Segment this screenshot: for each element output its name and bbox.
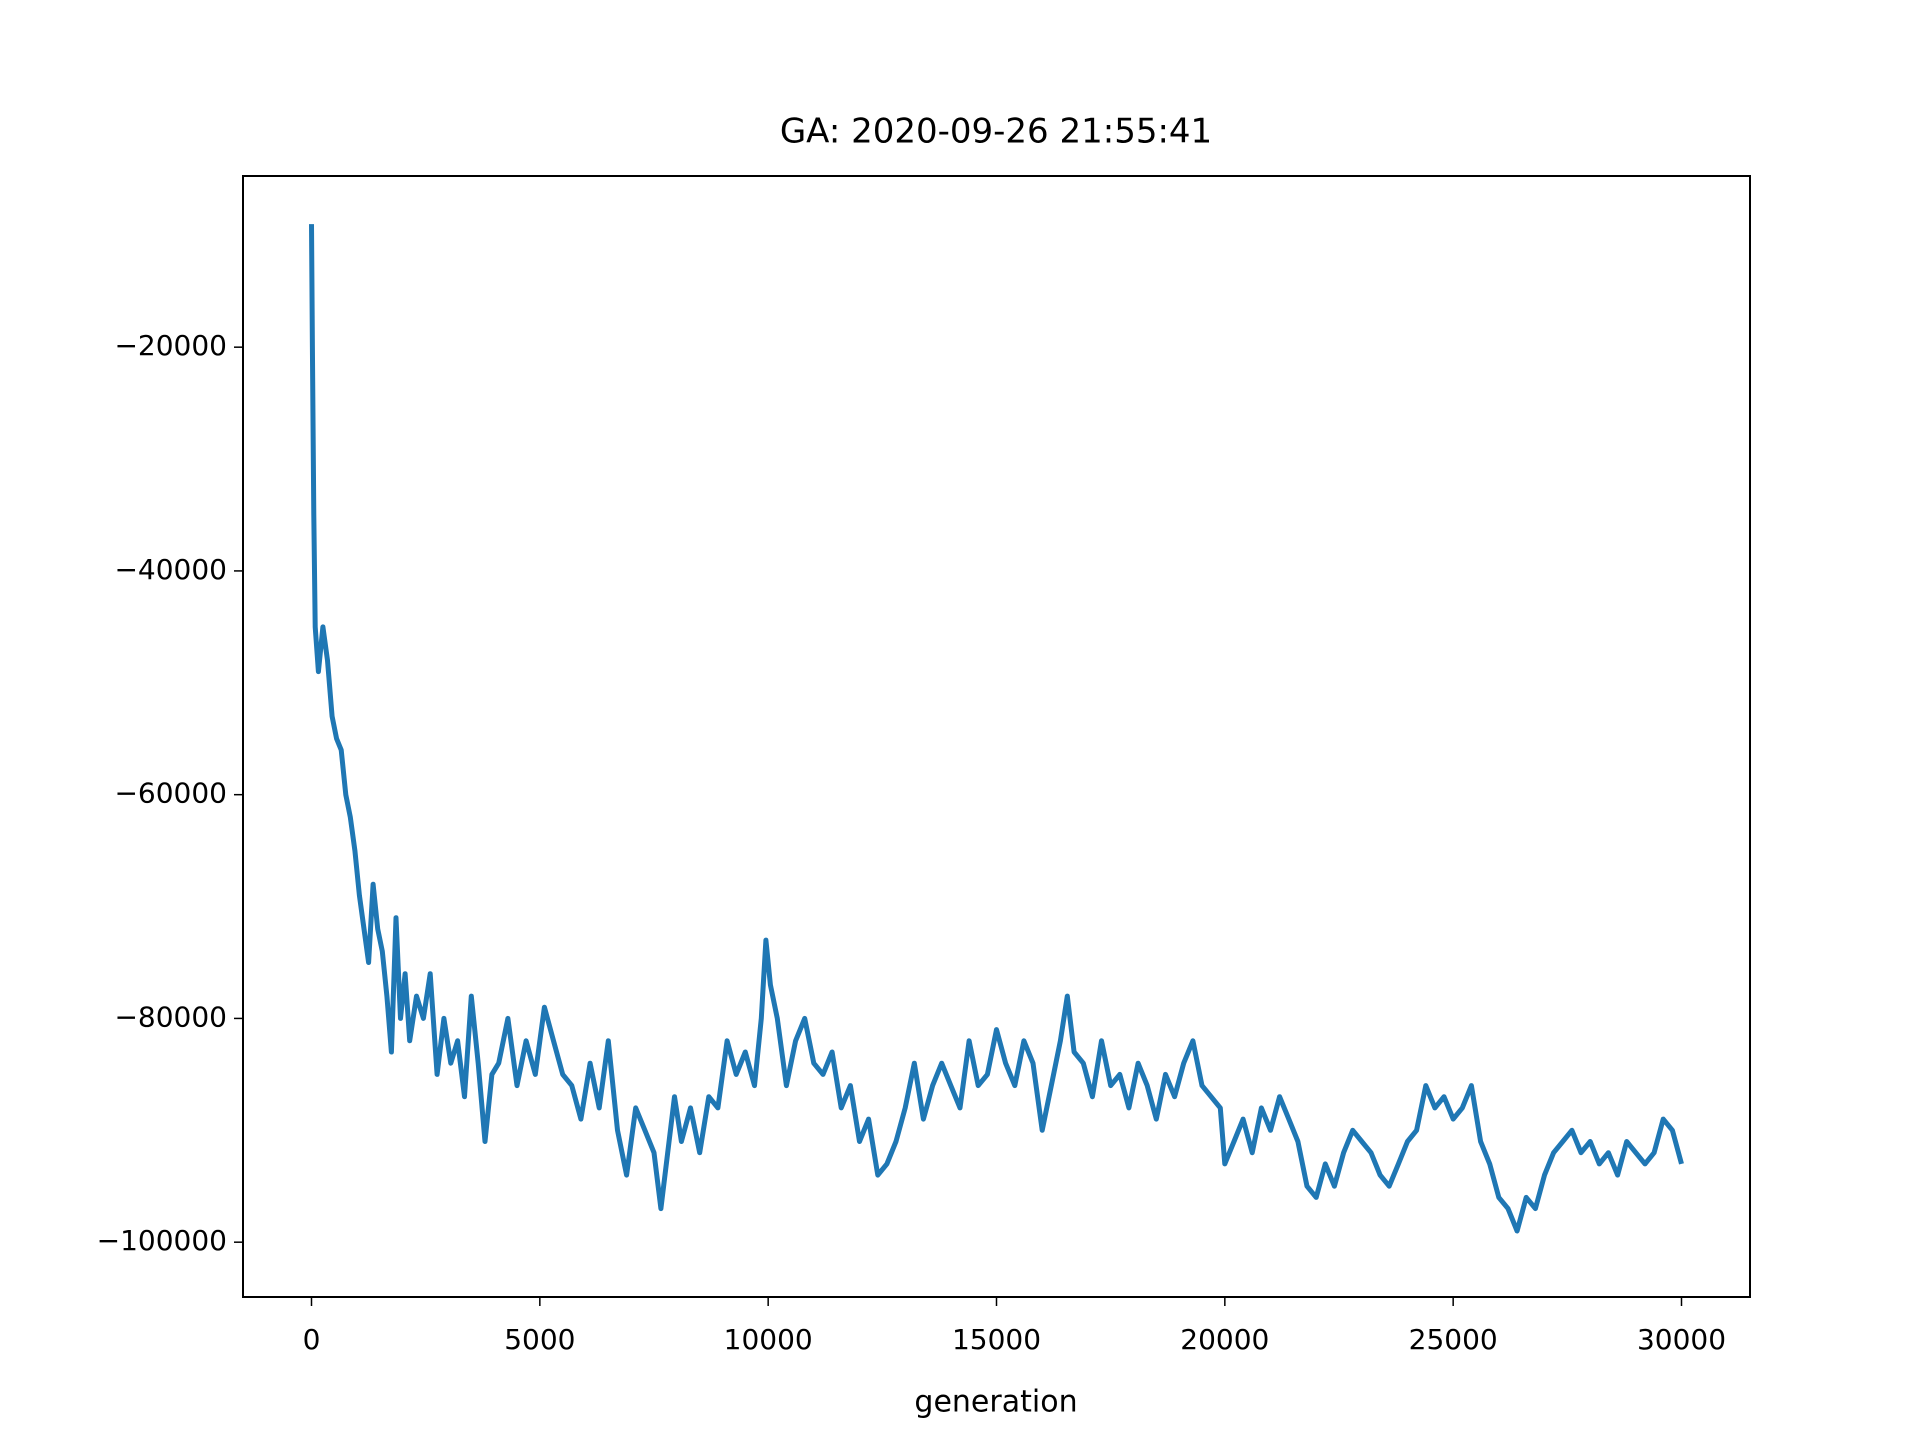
data-line	[309, 224, 1684, 1234]
x-tick-label: 20000	[1180, 1323, 1269, 1356]
x-tick-label: 15000	[952, 1323, 1041, 1356]
y-tick-label: −80000	[114, 1000, 227, 1033]
x-tick-label: 5000	[504, 1323, 575, 1356]
x-tick-label: 25000	[1409, 1323, 1498, 1356]
plot-frame	[242, 175, 1751, 1298]
x-tick-label: 0	[303, 1323, 321, 1356]
x-tick-label: 30000	[1637, 1323, 1726, 1356]
y-tick-label: −20000	[114, 329, 227, 362]
chart-title: GA: 2020-09-26 21:55:41	[780, 112, 1212, 152]
y-tick-label: −60000	[114, 777, 227, 810]
y-tick-label: −100000	[97, 1224, 227, 1257]
y-tick-label: −40000	[114, 553, 227, 586]
x-axis-label: generation	[914, 1385, 1077, 1420]
x-tick-label: 10000	[724, 1323, 813, 1356]
